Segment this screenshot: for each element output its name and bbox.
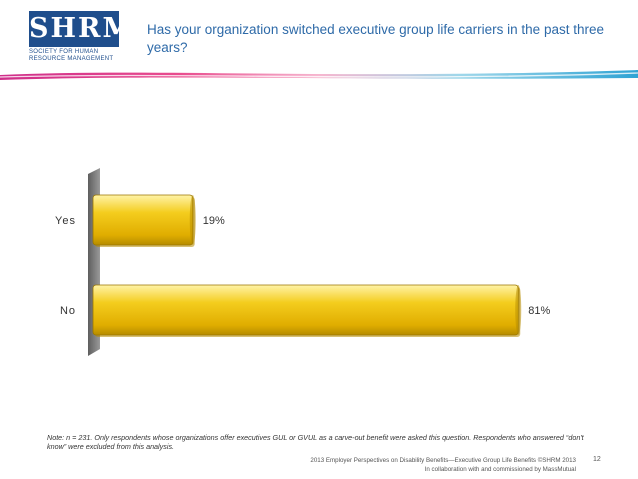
bar-yes <box>92 194 194 246</box>
bar-end-cap-yes <box>189 195 196 245</box>
page-number: 12 <box>593 456 601 463</box>
category-label-yes: Yes <box>55 215 76 227</box>
category-label-no: No <box>60 305 76 317</box>
logo-wordmark: SHRM <box>29 11 132 47</box>
footer-line-2: In collaboration with and commissioned b… <box>424 466 576 473</box>
footnote: Note: n = 231. Only respondents whose or… <box>47 433 584 451</box>
bar-no <box>92 284 519 336</box>
logo-tagline: SOCIETY FOR HUMAN RESOURCE MANAGEMENT <box>29 49 114 62</box>
slide-title: Has your organization switched executive… <box>147 22 604 55</box>
footer-citation: 2013 Employer Perspectives on Disability… <box>246 456 576 474</box>
shrm-logo: SHRM SOCIETY FOR HUMAN RESOURCE MANAGEME… <box>29 11 132 63</box>
footer-line-1: 2013 Employer Perspectives on Disability… <box>310 457 576 464</box>
decorative-gradient-band <box>0 70 638 80</box>
value-label-no: 81% <box>528 305 550 317</box>
bar-chart: Yes 19% No 81% <box>55 168 550 356</box>
bar-end-cap-no <box>515 285 522 335</box>
value-label-yes: 19% <box>203 215 225 227</box>
